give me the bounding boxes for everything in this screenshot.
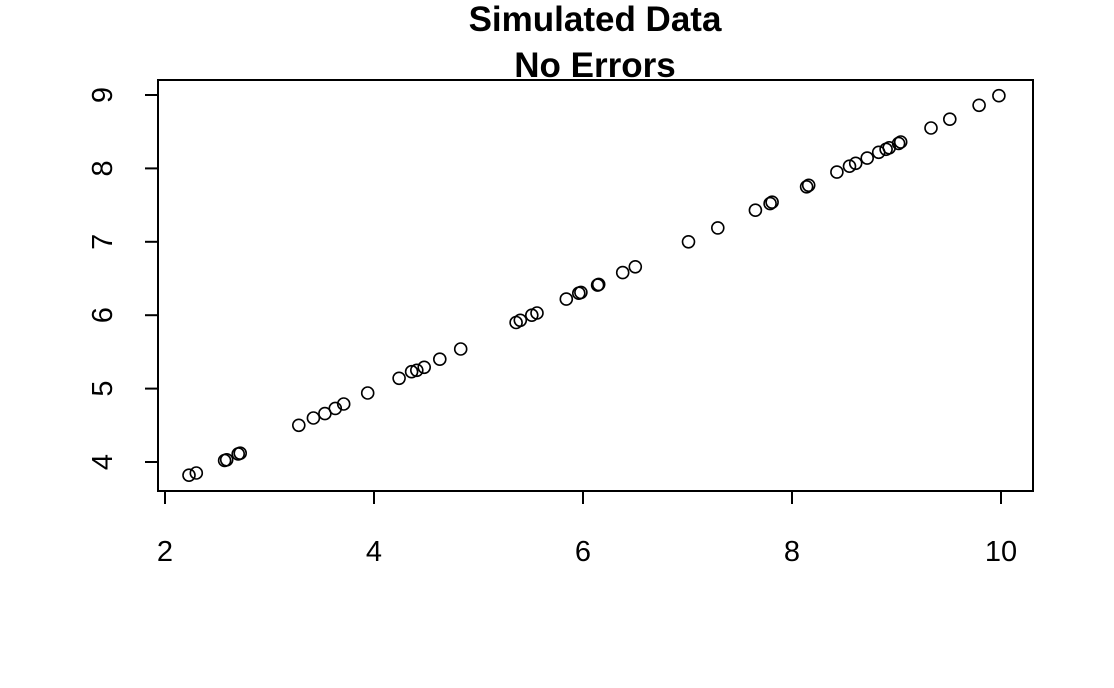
x-tick-label: 6 [575, 536, 591, 568]
y-tick-label: 8 [87, 160, 119, 176]
data-point [432, 352, 447, 367]
data-point [233, 446, 247, 461]
data-point [219, 452, 234, 467]
x-axis: 2 4 6 8 10 [157, 490, 1017, 568]
y-axis: 4 5 6 7 8 9 [87, 87, 159, 470]
data-point [924, 121, 938, 135]
data-point [748, 203, 763, 217]
x-tick-label: 8 [784, 536, 800, 568]
data-point [360, 386, 375, 400]
data-point [404, 364, 419, 379]
data-point [318, 406, 332, 421]
data-point [799, 180, 814, 194]
x-tick-label: 10 [985, 536, 1017, 568]
y-tick-label: 6 [87, 307, 119, 323]
data-point [992, 88, 1006, 103]
data-point [328, 401, 343, 416]
data-point [830, 165, 844, 179]
plot-frame [157, 79, 1034, 492]
data-point [392, 371, 406, 386]
data-point [513, 313, 528, 328]
data-point [417, 360, 432, 375]
data-point [591, 277, 606, 292]
y-tick-label: 4 [87, 454, 119, 470]
data-point [453, 342, 468, 356]
y-tick-label: 9 [87, 87, 119, 103]
y-tick-label: 7 [87, 234, 119, 250]
data-point [681, 235, 696, 249]
data-point [409, 363, 424, 378]
data-point [842, 159, 857, 173]
data-point [942, 112, 957, 126]
data-point [336, 397, 351, 411]
data-point [848, 156, 863, 171]
data-point [182, 468, 196, 483]
chart-subtitle: No Errors [514, 46, 675, 85]
data-point [559, 292, 574, 306]
x-tick-label: 4 [366, 536, 382, 568]
data-point [891, 136, 906, 151]
chart-title: Simulated Data [469, 0, 722, 39]
data-point [615, 265, 630, 280]
data-point [291, 418, 306, 433]
data-point [189, 466, 204, 480]
data-point [860, 151, 875, 165]
data-point [306, 411, 321, 425]
data-point [763, 196, 777, 211]
data-point [710, 221, 725, 235]
data-point [628, 259, 643, 274]
data-point [765, 195, 779, 209]
data-points [182, 88, 1006, 483]
data-point [972, 98, 986, 113]
y-tick-label: 5 [87, 381, 119, 397]
x-tick-label: 2 [157, 536, 173, 568]
data-point [530, 306, 544, 320]
data-point [574, 285, 588, 300]
data-point [801, 178, 816, 193]
data-point [893, 135, 908, 149]
